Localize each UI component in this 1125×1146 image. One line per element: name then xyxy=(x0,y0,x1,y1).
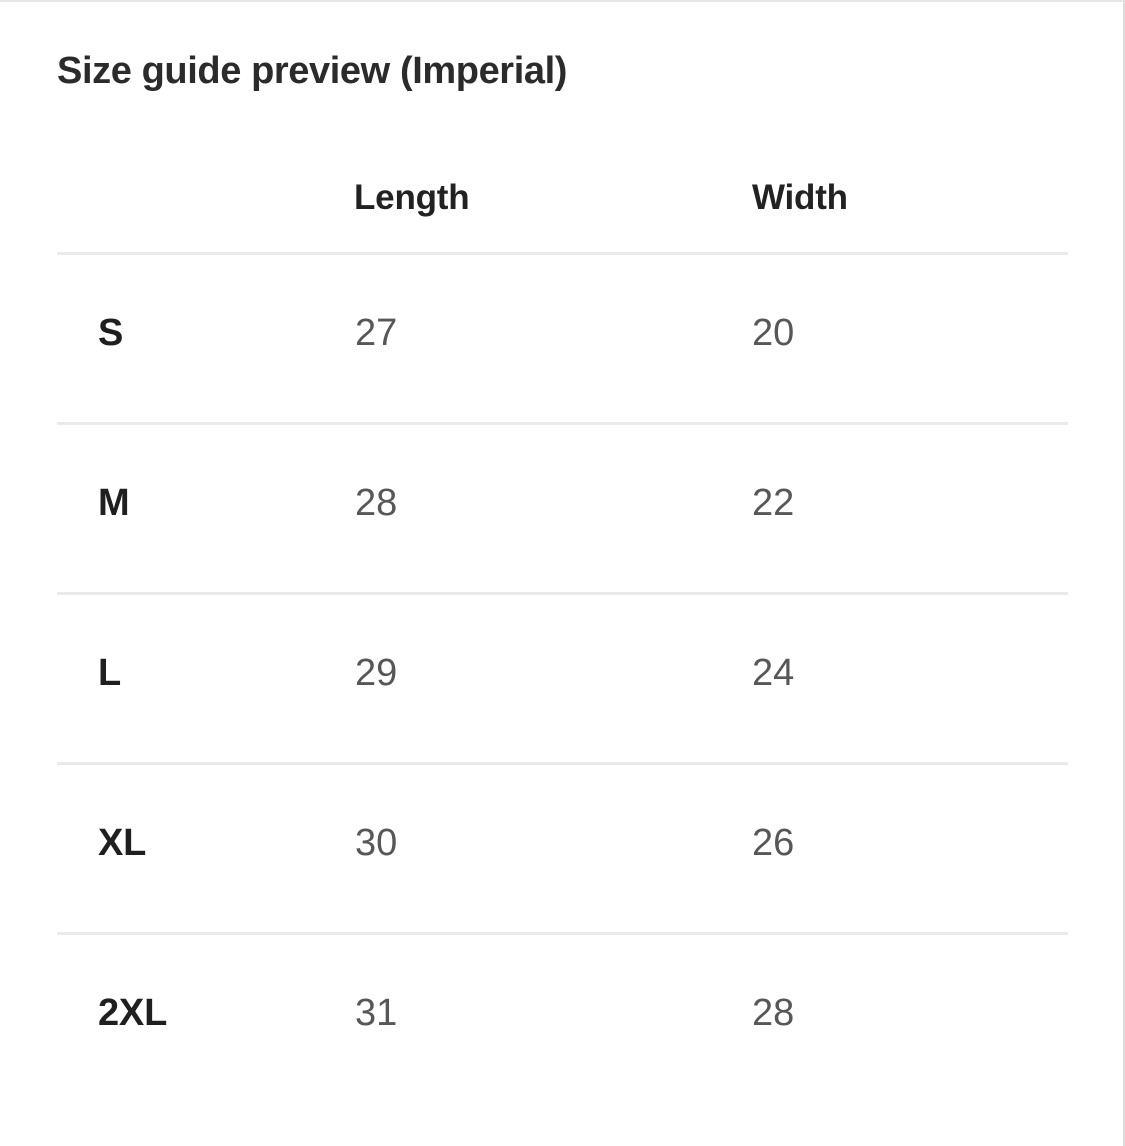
table-row: 2XL 31 28 xyxy=(0,935,1119,1102)
page-title: Size guide preview (Imperial) xyxy=(57,50,567,92)
cell-length: 29 xyxy=(355,652,398,694)
table-divider xyxy=(57,932,1068,935)
cell-size: M xyxy=(98,482,130,524)
table-divider xyxy=(57,422,1068,425)
cell-length: 30 xyxy=(355,822,398,864)
table-divider xyxy=(57,762,1068,765)
cell-width: 22 xyxy=(752,482,795,524)
cell-size: XL xyxy=(98,822,147,864)
cell-length: 28 xyxy=(355,482,398,524)
table-row: XL 30 26 xyxy=(0,765,1119,932)
column-header-length: Length xyxy=(354,178,470,217)
cell-size: L xyxy=(98,652,122,694)
size-guide-table: Length Width S 27 20 M 28 22 L 29 24 xyxy=(0,152,1119,1102)
table-divider xyxy=(57,252,1068,255)
table-row: M 28 22 xyxy=(0,425,1119,592)
cell-size: 2XL xyxy=(98,992,168,1034)
table-header-row: Length Width xyxy=(0,152,1119,252)
cell-size: S xyxy=(98,312,124,354)
column-header-width: Width xyxy=(752,178,848,217)
cell-length: 31 xyxy=(355,992,398,1034)
table-divider xyxy=(57,592,1068,595)
table-row: S 27 20 xyxy=(0,255,1119,422)
cell-width: 20 xyxy=(752,312,795,354)
cell-width: 26 xyxy=(752,822,795,864)
cell-width: 28 xyxy=(752,992,795,1034)
cell-length: 27 xyxy=(355,312,398,354)
table-row: L 29 24 xyxy=(0,595,1119,762)
cell-width: 24 xyxy=(752,652,795,694)
